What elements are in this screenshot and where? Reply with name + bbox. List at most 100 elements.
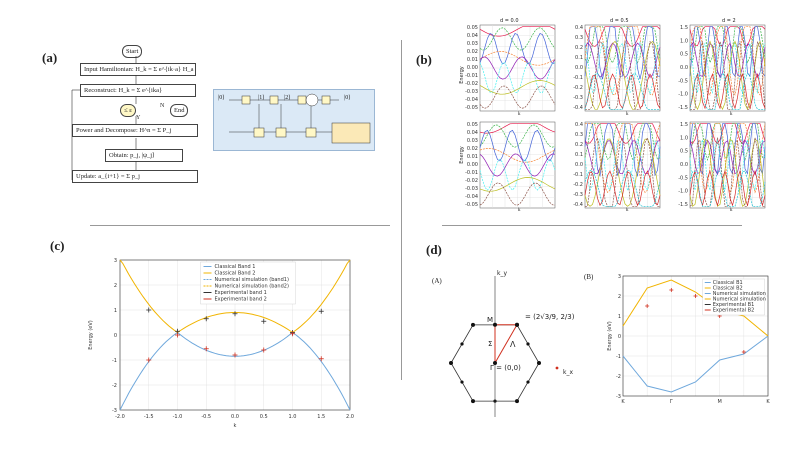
band-ytick: -1.0: [678, 189, 688, 195]
panel-b-band-grid: 0.05 0.04 0.03 0.02 0.01 0.00 -0.01 -0.02 -0.03 -…: [465, 24, 766, 209]
legend-entry: Experimental B1: [713, 302, 755, 308]
y-tick-label: 3: [618, 274, 621, 280]
band-ytick: 0.04: [467, 130, 478, 136]
band-line: [689, 123, 766, 175]
separator-right: [442, 225, 742, 226]
x-tick-label: K: [621, 399, 625, 405]
band-ytick: 0.3: [575, 35, 583, 41]
band-ytick: 0.00: [467, 162, 478, 168]
flow-arrows: [71, 56, 137, 180]
band-ytick: 0.04: [467, 33, 478, 39]
bz-label-M: M: [487, 316, 494, 324]
band-ytick: -0.5: [678, 78, 688, 84]
bz-coords: = (2√3/9, 2/3): [525, 313, 575, 321]
y-tick-label: 2: [618, 294, 621, 300]
panel-label-a: (a): [42, 50, 58, 65]
band-ytick: 0.4: [575, 25, 583, 31]
bz-vertex-dot: [515, 399, 519, 404]
band-ytick: 0.0: [575, 65, 583, 71]
band-subplot-1-1: 0.4 0.3 0.2 0.1 0.0 -0.1 -0.2 -0.3 -0.4: [573, 121, 661, 209]
panel-d-sub-b: (B): [584, 273, 594, 281]
bz-k-dot: [515, 322, 519, 327]
band-line: [585, 123, 661, 193]
band-ytick: -0.03: [465, 89, 478, 95]
band-line: [689, 26, 766, 47]
bz-label-gamma: Γ = (0,0): [490, 364, 521, 372]
bz-edge-dot: [526, 380, 530, 384]
band-line: [479, 51, 556, 66]
band-subplot-0-1: 0.4 0.3 0.2 0.1 0.0 -0.1 -0.2 -0.3 -0.4: [573, 24, 661, 112]
y-tick-label: -3: [616, 394, 621, 400]
panel-b-xlabel-6: k: [730, 208, 733, 213]
band-line: [689, 139, 766, 176]
band-ytick: -0.01: [465, 170, 478, 176]
y-tick-label: -1: [616, 354, 621, 360]
bz-axis-ky: k_y: [497, 270, 508, 277]
band-ytick: 0.2: [575, 45, 583, 51]
band-ytick: -0.3: [573, 192, 583, 198]
bz-label-sigma: Σ: [488, 340, 493, 348]
x-tick-label: 0.0: [231, 414, 239, 420]
band-line: [689, 26, 766, 96]
bz-vertex-dot: [449, 361, 453, 365]
bz-edge-dot: [460, 342, 464, 346]
band-line: [479, 158, 556, 191]
panel-b-title-1: d = 0.0: [500, 18, 519, 24]
band-line: [584, 170, 661, 207]
band-ytick: 0.0: [680, 162, 688, 168]
y-tick-label: 0: [618, 334, 621, 340]
plot-frame: [119, 259, 351, 411]
band-line: [479, 56, 556, 80]
panel-b-ylabel-bottom: Energy: [458, 146, 465, 164]
y-axis-label: Energy (eV): [607, 321, 613, 351]
band-ytick: -1.0: [678, 92, 688, 98]
band-line: [689, 72, 765, 110]
panel-b-xlabel-1: k: [518, 112, 521, 117]
band-ytick: 0.02: [467, 49, 478, 55]
band-subplot-1-2: 1.5 1.0 0.5 0.0 -0.5 -1.0 -1.5: [678, 121, 766, 209]
circuit-q1: |1⟩: [258, 95, 265, 101]
band-line: [584, 170, 661, 207]
band-ytick: -0.02: [465, 178, 478, 184]
band-ytick: 0.05: [467, 122, 478, 128]
bz-vertex-dot: [471, 399, 475, 404]
x-tick-label: M: [718, 399, 722, 405]
band-subplot-0-0: 0.05 0.04 0.03 0.02 0.01 0.00 -0.01 -0.02 -0.03 -…: [465, 24, 556, 112]
y-tick-label: 1: [618, 314, 621, 320]
band-ytick: 1.0: [680, 38, 688, 44]
legend-entry: Experimental band 2: [215, 297, 267, 303]
panel-label-c: (c): [50, 238, 65, 253]
band-ytick: 0.01: [467, 57, 478, 63]
flow-update: Update: a_{i+1} = Σ p_j: [72, 170, 198, 183]
band-line: [689, 40, 766, 111]
separator-left: [90, 225, 390, 226]
flow-power: Power and Decompose: H^n = Σ P_j: [72, 124, 198, 137]
circuit-panel: |0⟩ |1⟩ |2⟩ |0⟩: [213, 89, 375, 151]
band-line: [479, 129, 556, 162]
band-ytick: -1.5: [678, 105, 688, 111]
flow-no: N: [160, 103, 165, 109]
separator-vertical: [401, 40, 402, 380]
band-subplot-1-0: 0.05 0.04 0.03 0.02 0.01 0.00 -0.01 -0.02 -0.03 -…: [465, 121, 556, 209]
band-ytick: -0.04: [465, 97, 478, 103]
flow-condition: ≤ ε: [120, 104, 136, 117]
band-subplot-0-2: 1.5 1.0 0.5 0.0 -0.5 -1.0 -1.5: [678, 24, 766, 112]
legend-entry: Numerical simulation: [713, 291, 766, 297]
band-ytick: 1.5: [680, 122, 688, 128]
chart-c: -2.0 -1.5 -1.0 -0.5 0.0 0.5 1.0 1.5 2.0 3 2 1 0 -1 -2 -…: [88, 258, 354, 429]
band-ytick: -0.2: [573, 182, 583, 188]
bz-path-gamma-k: [494, 324, 518, 364]
band-ytick: -0.5: [678, 175, 688, 181]
legend-entry: Numerical simulation (band1): [215, 277, 289, 283]
band-line: [689, 139, 766, 191]
band-ytick: 0.02: [467, 146, 478, 152]
band-line: [585, 40, 661, 110]
x-tick-label: 0.5: [260, 414, 268, 420]
band-line: [479, 182, 556, 206]
y-tick-label: -2: [112, 383, 117, 389]
panel-b-title-2: d = 0.5: [610, 18, 629, 24]
flow-input-label: Input Hamiltonian: [84, 66, 132, 73]
band-line: [584, 72, 660, 110]
x-tick-label: -1.5: [144, 414, 154, 420]
